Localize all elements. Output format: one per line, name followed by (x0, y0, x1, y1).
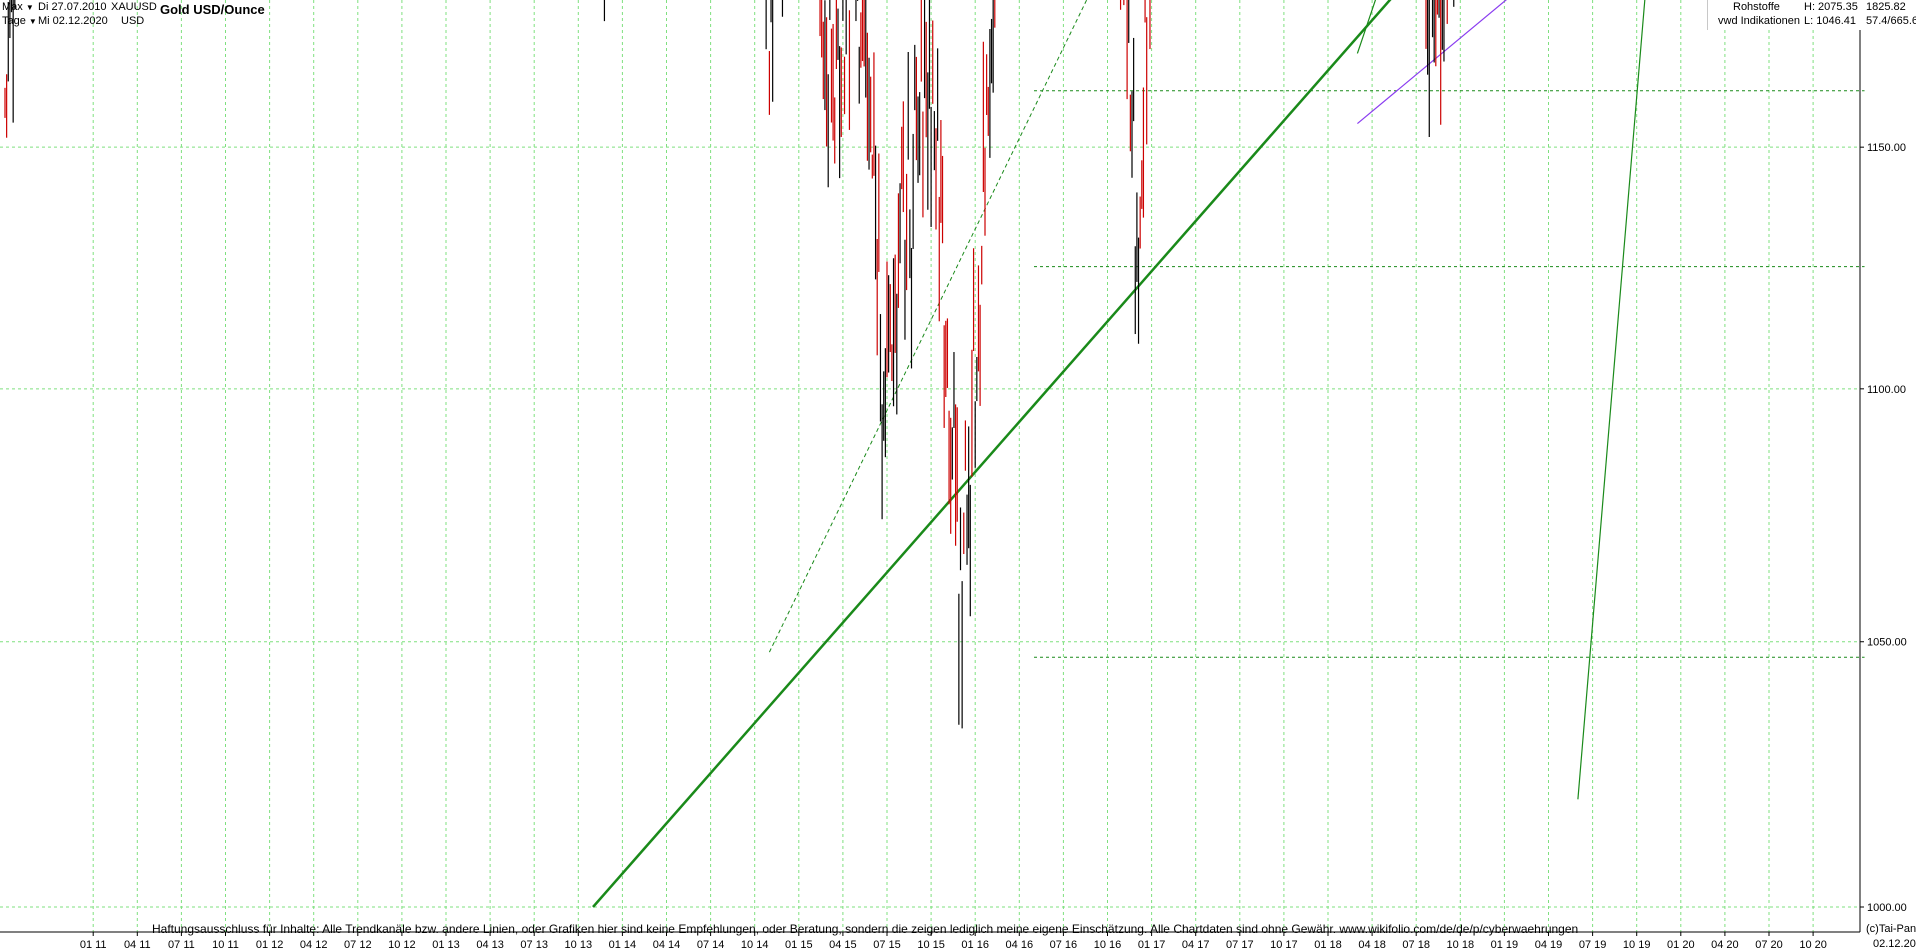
x-tick-label: 01 16 (961, 939, 989, 951)
x-tick-label: 10 12 (388, 939, 416, 951)
dropdown-arrow-icon: ▼ (28, 17, 37, 26)
x-tick-label: 01 12 (256, 939, 284, 951)
trend-annotations (592, 0, 1865, 908)
x-tick-label: 01 19 (1491, 939, 1519, 951)
high-value: H: 2075.35 (1804, 1, 1858, 13)
x-tick-label: 10 18 (1447, 939, 1475, 951)
x-tick-label: 10 15 (917, 939, 945, 951)
source-label: vwd Indikationen (1718, 15, 1800, 27)
x-tick-label: 10 19 (1623, 939, 1651, 951)
x-tick-label: 01 15 (785, 939, 813, 951)
x-tick-label: 07 18 (1402, 939, 1430, 951)
date-to: Mi 02.12.2020 (38, 15, 108, 27)
x-tick-label: 07 15 (873, 939, 901, 951)
interval-selector[interactable]: Tage ▼ (2, 14, 37, 29)
x-tick-label: 04 14 (653, 939, 681, 951)
x-tick-label: 07 11 (168, 939, 195, 951)
lower-trend-line (592, 0, 1392, 908)
dropdown-arrow-icon: ▼ (25, 3, 34, 12)
x-tick-label: 07 13 (520, 939, 548, 951)
x-tick-label: 07 12 (344, 939, 372, 951)
steep-channel-lower (1577, 0, 1646, 800)
x-tick-label: 10 13 (565, 939, 593, 951)
y-tick-label: 1000.00 (1867, 902, 1907, 914)
date-from: Di 27.07.2010 (38, 1, 107, 13)
x-tick-label: 01 17 (1138, 939, 1166, 951)
x-tick-label: 04 11 (124, 939, 151, 951)
price-candles (4, 0, 1455, 729)
symbol: XAUUSD (111, 1, 157, 13)
last-price: 1825.82 (1866, 1, 1906, 13)
x-tick-label: 07 16 (1050, 939, 1078, 951)
x-tick-label: 10 16 (1094, 939, 1122, 951)
x-tick-label: 07 14 (697, 939, 725, 951)
x-axis: 01 11 04 11 07 11 10 11 01 12 04 12 07 12 10 12… (0, 931, 1860, 951)
end-date-label: 02.12.20 (1873, 938, 1916, 950)
low-value: L: 1046.41 (1804, 15, 1856, 27)
x-tick-label: 07 17 (1226, 939, 1254, 951)
purple-channel-lower (1357, 0, 1507, 125)
x-tick-label: 01 18 (1314, 939, 1342, 951)
range-label: Max (2, 1, 23, 13)
ratio-value: 57.4/665.6 (1866, 15, 1916, 27)
x-tick-label: 04 12 (300, 939, 328, 951)
x-tick-label: 04 15 (829, 939, 857, 951)
chart-title: Gold USD/Ounce (160, 2, 265, 17)
x-tick-label: 10 11 (212, 939, 239, 951)
interval-label: Tage (2, 15, 26, 27)
grid (0, 0, 1860, 932)
x-tick-label: 10 20 (1799, 939, 1827, 951)
currency: USD (121, 15, 145, 27)
x-tick-label: 07 19 (1579, 939, 1607, 951)
x-tick-label: 01 14 (609, 939, 637, 951)
x-tick-label: 01 13 (432, 939, 460, 951)
x-tick-label: 04 17 (1182, 939, 1210, 951)
category-label: Rohstoffe (1733, 1, 1780, 13)
y-tick-label: 1050.00 (1867, 637, 1907, 649)
disclaimer-text: Haftungsausschluss für Inhalte: Alle Tre… (152, 922, 1579, 936)
plot-background (0, 0, 1860, 932)
range-selector[interactable]: Max ▼ (2, 0, 34, 15)
info-box (1707, 0, 1916, 30)
x-tick-label: 04 16 (1006, 939, 1034, 951)
credit-label: (c)Tai-Pan (1866, 923, 1916, 935)
x-tick-label: 01 11 (80, 939, 107, 951)
x-tick-label: 07 20 (1755, 939, 1783, 951)
x-tick-label: 04 20 (1711, 939, 1739, 951)
y-tick-label: 1150.00 (1867, 142, 1906, 154)
x-tick-label: 04 18 (1358, 939, 1386, 951)
x-tick-label: 04 13 (476, 939, 504, 951)
y-tick-label: 1100.00 (1867, 384, 1906, 396)
x-tick-label: 10 17 (1270, 939, 1298, 951)
x-tick-label: 10 14 (741, 939, 769, 951)
y-axis: 1000.001050.001100.001150.001200.001250.… (1859, 0, 1907, 932)
x-tick-label: 04 19 (1535, 939, 1563, 951)
x-tick-label: 01 20 (1667, 939, 1695, 951)
